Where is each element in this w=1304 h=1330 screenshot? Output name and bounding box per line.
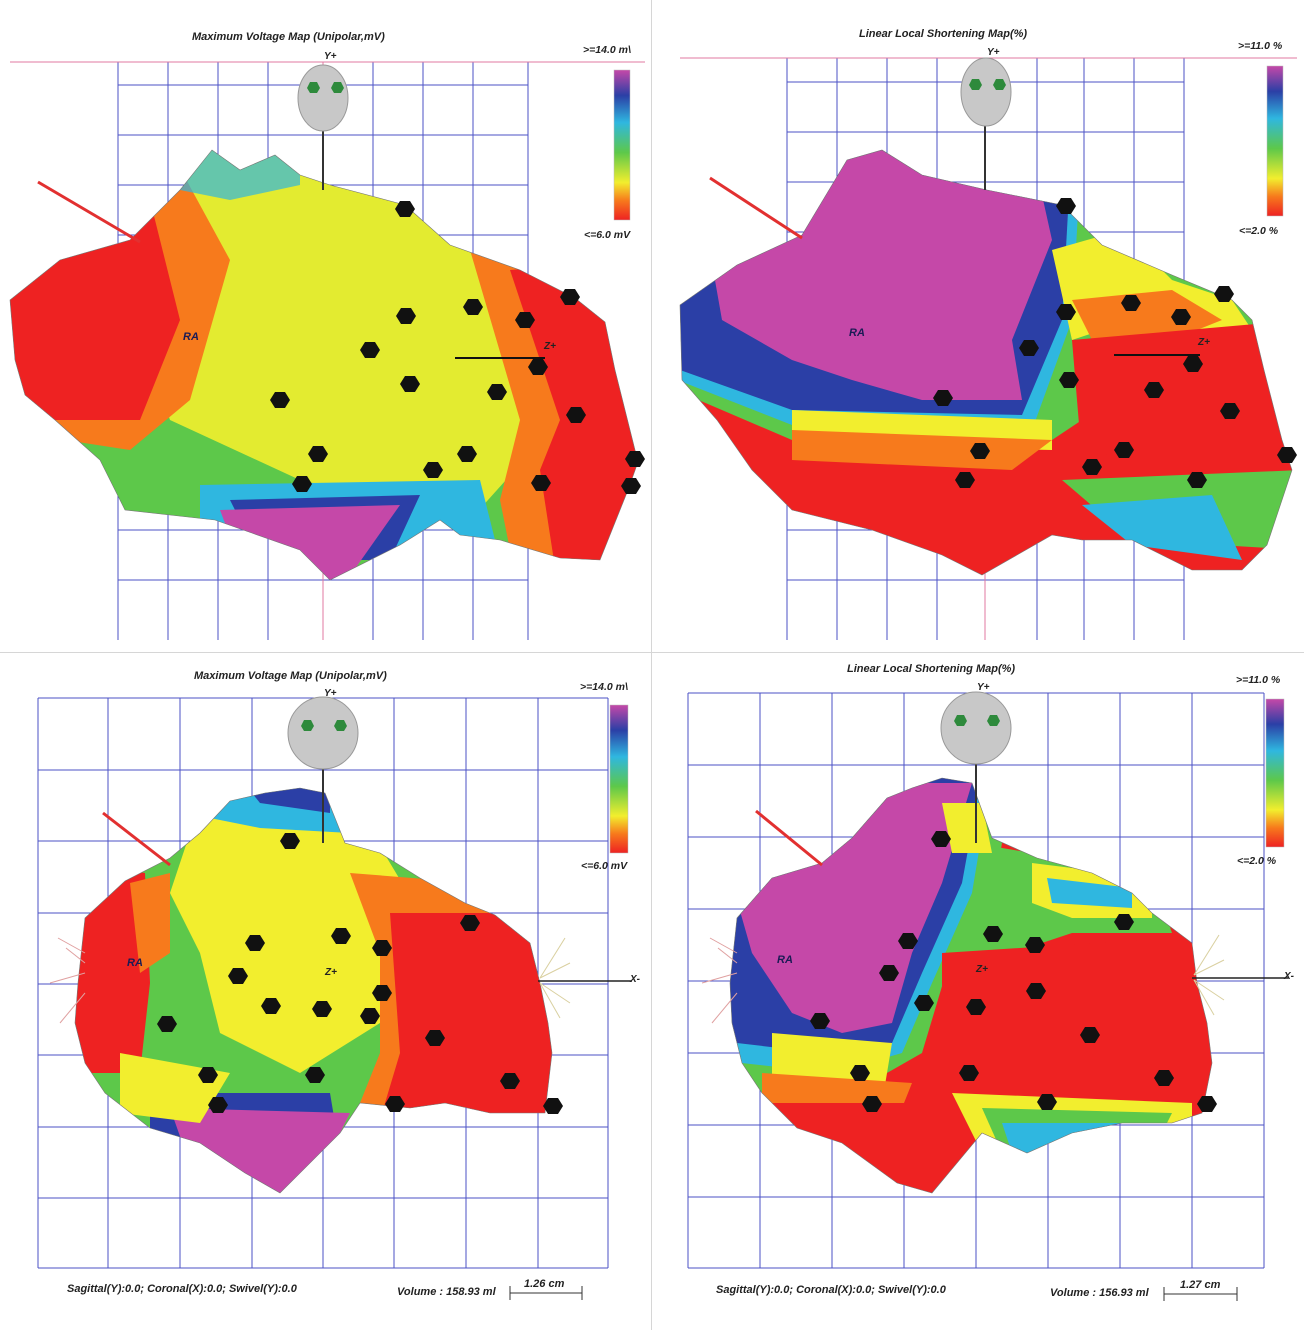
voltage-map-panel-top: Maximum Voltage Map (Unipolar,mV) >=14.0… (0, 0, 650, 650)
right-atrium-label: RA (849, 327, 865, 339)
axis-z-label: Z+ (544, 341, 556, 352)
colorbar-min-label: <=2.0 % (1239, 225, 1279, 237)
shortening-map-svg-top (679, 57, 1297, 640)
scale-bar-label: 1.26 cm (524, 1278, 565, 1290)
vertical-divider (651, 0, 652, 1330)
map-title: Linear Local Shortening Map(%) (859, 28, 1028, 40)
axis-z-label: Z+ (325, 967, 337, 978)
voltage-map-svg-top (9, 61, 645, 640)
axis-y-label: Y+ (324, 51, 337, 62)
horizontal-divider (0, 652, 1304, 653)
shortening-map-panel-bottom: Linear Local Shortening Map(%) >=11.0 % … (652, 653, 1304, 1330)
shortening-map-panel-top: Linear Local Shortening Map(%) >=11.0 % … (652, 0, 1304, 650)
colorbar-max-label: >=11.0 % (1236, 674, 1281, 686)
colorbar-min-label: <=2.0 % (1237, 855, 1277, 867)
axis-x-label: X- (630, 974, 640, 985)
voltage-map-svg-bottom (37, 696, 632, 1300)
view-angles-footer: Sagittal(Y):0.0; Coronal(X):0.0; Swivel(… (67, 1283, 297, 1295)
shortening-map-svg-bottom (687, 691, 1288, 1301)
voltage-map-panel-bottom: Maximum Voltage Map (Unipolar,mV) >=14.0… (0, 653, 650, 1330)
map-title: Maximum Voltage Map (Unipolar,mV) (194, 670, 387, 682)
axis-z-label: Z+ (976, 964, 988, 975)
right-atrium-label: RA (127, 957, 143, 969)
axis-x-label: X- (1284, 971, 1294, 982)
axis-y-label: Y+ (987, 47, 1000, 58)
volume-readout: Volume : 158.93 ml (397, 1286, 496, 1298)
view-angles-footer: Sagittal(Y):0.0; Coronal(X):0.0; Swivel(… (716, 1284, 946, 1296)
map-title: Maximum Voltage Map (Unipolar,mV) (192, 31, 385, 43)
colorbar-min-label: <=6.0 mV (581, 860, 628, 872)
volume-readout: Volume : 156.93 ml (1050, 1287, 1149, 1299)
axis-y-label: Y+ (324, 688, 337, 699)
axis-y-label: Y+ (977, 682, 990, 693)
axis-z-label: Z+ (1198, 337, 1210, 348)
colorbar-max-label: >=14.0 m\ (583, 44, 631, 56)
scale-bar-label: 1.27 cm (1180, 1279, 1221, 1291)
colorbar-max-label: >=14.0 m\ (580, 681, 628, 693)
colorbar-min-label: <=6.0 mV (584, 229, 631, 241)
colorbar-max-label: >=11.0 % (1238, 40, 1283, 52)
map-title: Linear Local Shortening Map(%) (847, 663, 1016, 675)
right-atrium-label: RA (777, 954, 793, 966)
right-atrium-label: RA (183, 331, 199, 343)
